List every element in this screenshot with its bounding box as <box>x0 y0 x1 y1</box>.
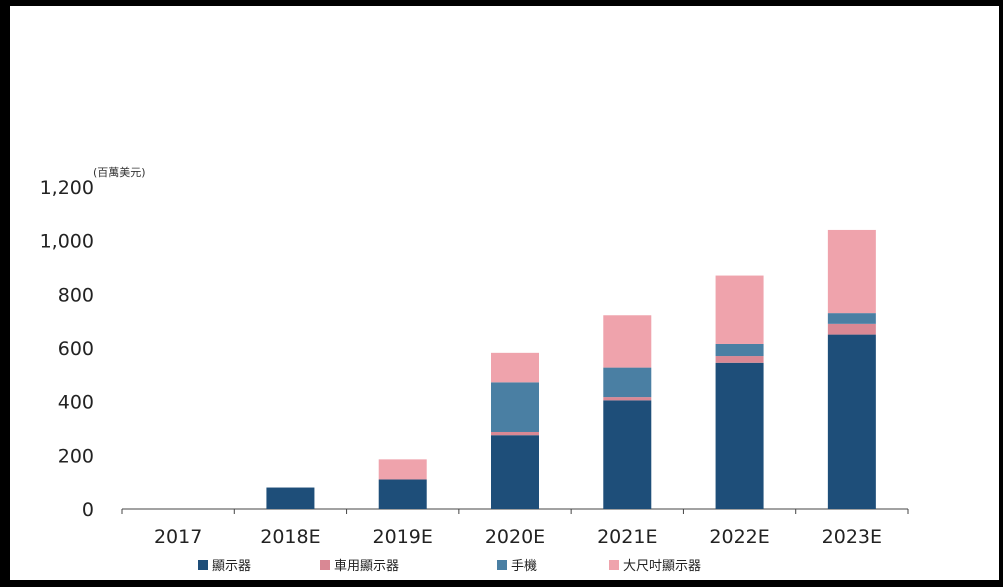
x-tick-label: 2022E <box>709 526 769 548</box>
bar-segment <box>491 431 539 436</box>
x-tick-label: 2019E <box>373 526 433 548</box>
y-tick-label: 1,000 <box>40 231 94 253</box>
x-tick-label: 2018E <box>260 526 320 548</box>
legend-swatch <box>497 560 507 570</box>
y-tick-label: 200 <box>58 445 94 467</box>
legend-label: 顯示器 <box>212 559 251 574</box>
bar-segment <box>378 459 427 480</box>
x-tick-label: 2023E <box>822 526 882 548</box>
bar-segment <box>715 362 764 509</box>
y-tick-label: 800 <box>58 284 94 306</box>
legend: 顯示器 車用顯示器 手機 大尺吋顯示器 <box>198 559 701 574</box>
bar-segment <box>603 397 652 401</box>
legend-label: 大尺吋顯示器 <box>623 559 701 574</box>
x-tick-marks <box>121 509 909 514</box>
x-tick-label: 2017 <box>154 526 202 548</box>
legend-swatch <box>609 560 619 570</box>
bar-segment <box>827 334 876 509</box>
legend-swatch <box>198 560 208 570</box>
bar-segment <box>715 275 764 344</box>
bar-segment <box>603 400 652 509</box>
bar-segment <box>827 323 876 335</box>
y-axis: 0 200 400 600 800 1,000 1,200 <box>40 177 94 521</box>
bar-segment <box>827 229 876 314</box>
bar-segment <box>491 352 539 383</box>
y-tick-label: 0 <box>82 499 94 521</box>
bar-segment <box>827 313 876 324</box>
bars <box>266 229 876 509</box>
bar-segment <box>603 367 652 398</box>
y-unit-label: (百萬美元) <box>93 166 146 179</box>
x-tick-label: 2020E <box>485 526 545 548</box>
bar-segment <box>491 435 539 509</box>
legend-swatch <box>320 560 330 570</box>
bar-segment <box>603 315 652 368</box>
bar-segment <box>715 343 764 357</box>
y-tick-label: 1,200 <box>40 177 94 199</box>
bar-segment <box>266 487 315 509</box>
bar-segment <box>378 479 427 509</box>
x-tick-label: 2021E <box>597 526 657 548</box>
y-tick-label: 400 <box>58 392 94 414</box>
legend-label: 手機 <box>511 559 537 574</box>
y-tick-label: 600 <box>58 338 94 360</box>
x-axis-labels: 2017 2018E 2019E 2020E 2021E 2022E 2023E <box>154 526 882 548</box>
legend-label: 車用顯示器 <box>334 559 399 574</box>
bar-segment <box>715 356 764 363</box>
bar-segment <box>491 382 539 432</box>
